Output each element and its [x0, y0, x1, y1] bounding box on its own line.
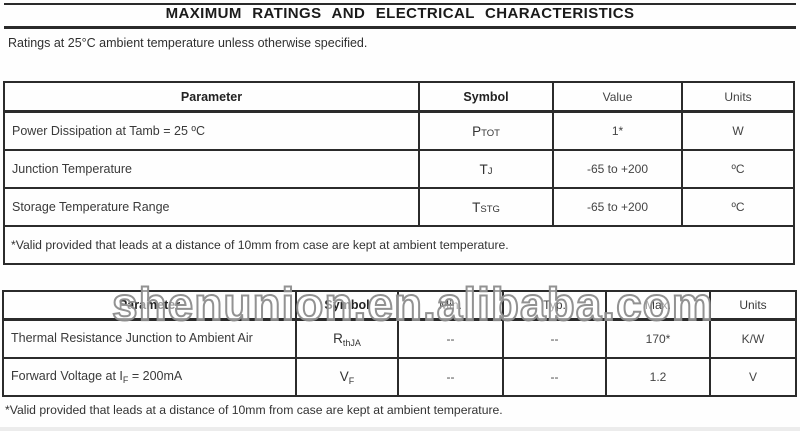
symbol-cell: TSTG	[418, 187, 554, 227]
param-text: = 200mA	[128, 369, 183, 383]
value-cell: 1*	[552, 110, 683, 151]
table-row: Storage Temperature Range TSTG -65 to +2…	[3, 187, 795, 227]
electrical-characteristics-table: Parameter Symbol Min. Typ. Max. Units Th…	[2, 290, 797, 397]
title-rule-bottom	[4, 26, 796, 29]
symbol-cell: RthJA	[295, 318, 399, 359]
max-cell: 170*	[605, 318, 711, 359]
symbol-base: T	[479, 161, 488, 177]
symbol-sub: TOT	[481, 127, 500, 139]
typ-cell: --	[502, 357, 607, 397]
param-text: Thermal Resistance Junction to Ambient A…	[11, 331, 253, 345]
table-row: Power Dissipation at Tamb = 25 ºC PTOT 1…	[3, 110, 795, 151]
title-rule-top	[4, 3, 796, 5]
param-cell: Storage Temperature Range	[3, 187, 420, 227]
symbol-sub: STG	[480, 203, 500, 215]
symbol-base: V	[339, 368, 349, 384]
units-cell: K/W	[709, 318, 797, 359]
min-cell: --	[397, 357, 504, 397]
footnote-row: *Valid provided that leads at a distance…	[3, 225, 795, 265]
header-parameter: Parameter	[3, 81, 420, 113]
table-row: Forward Voltage at IF = 200mA VF -- -- 1…	[2, 357, 797, 397]
table-footnote: *Valid provided that leads at a distance…	[5, 403, 503, 417]
value-cell: -65 to +200	[552, 187, 683, 227]
ratings-note: Ratings at 25°C ambient temperature unle…	[8, 36, 368, 50]
symbol-sub: thJA	[342, 337, 361, 348]
table-header-row: Parameter Symbol Min. Typ. Max. Units	[2, 290, 797, 321]
table-row: Junction Temperature TJ -65 to +200 ºC	[3, 149, 795, 189]
header-symbol: Symbol	[418, 81, 554, 113]
header-max: Max.	[605, 290, 711, 321]
header-typ: Typ.	[502, 290, 607, 321]
units-cell: W	[681, 110, 795, 151]
header-parameter: Parameter	[2, 290, 297, 321]
table-footnote: *Valid provided that leads at a distance…	[3, 225, 795, 265]
units-cell: ºC	[681, 187, 795, 227]
table-row: Thermal Resistance Junction to Ambient A…	[2, 318, 797, 359]
param-cell: Forward Voltage at IF = 200mA	[2, 357, 297, 397]
param-cell: Thermal Resistance Junction to Ambient A…	[2, 318, 297, 359]
max-cell: 1.2	[605, 357, 711, 397]
symbol-sub: J	[487, 165, 493, 177]
maximum-ratings-table: Parameter Symbol Value Units Power Dissi…	[3, 81, 795, 265]
param-cell: Power Dissipation at Tamb = 25 ºC	[3, 110, 420, 151]
symbol-cell: TJ	[418, 149, 554, 189]
image-bottom-edge	[0, 427, 800, 431]
header-units: Units	[681, 81, 795, 113]
symbol-base: T	[472, 199, 481, 215]
symbol-base: R	[333, 330, 343, 346]
header-value: Value	[552, 81, 683, 113]
header-units: Units	[709, 290, 797, 321]
page-title: MAXIMUM RATINGS AND ELECTRICAL CHARACTER…	[165, 5, 635, 22]
header-min: Min.	[397, 290, 504, 321]
param-cell: Junction Temperature	[3, 149, 420, 189]
table-header-row: Parameter Symbol Value Units	[3, 81, 795, 113]
value-cell: -65 to +200	[552, 149, 683, 189]
symbol-cell: VF	[295, 357, 399, 397]
typ-cell: --	[502, 318, 607, 359]
units-cell: V	[709, 357, 797, 397]
param-sub: F	[122, 375, 129, 385]
symbol-base: P	[472, 123, 482, 139]
min-cell: --	[397, 318, 504, 359]
symbol-cell: PTOT	[418, 110, 554, 151]
symbol-sub: F	[348, 375, 355, 386]
header-symbol: Symbol	[295, 290, 399, 321]
param-text: Forward Voltage at I	[11, 369, 123, 383]
units-cell: ºC	[681, 149, 795, 189]
